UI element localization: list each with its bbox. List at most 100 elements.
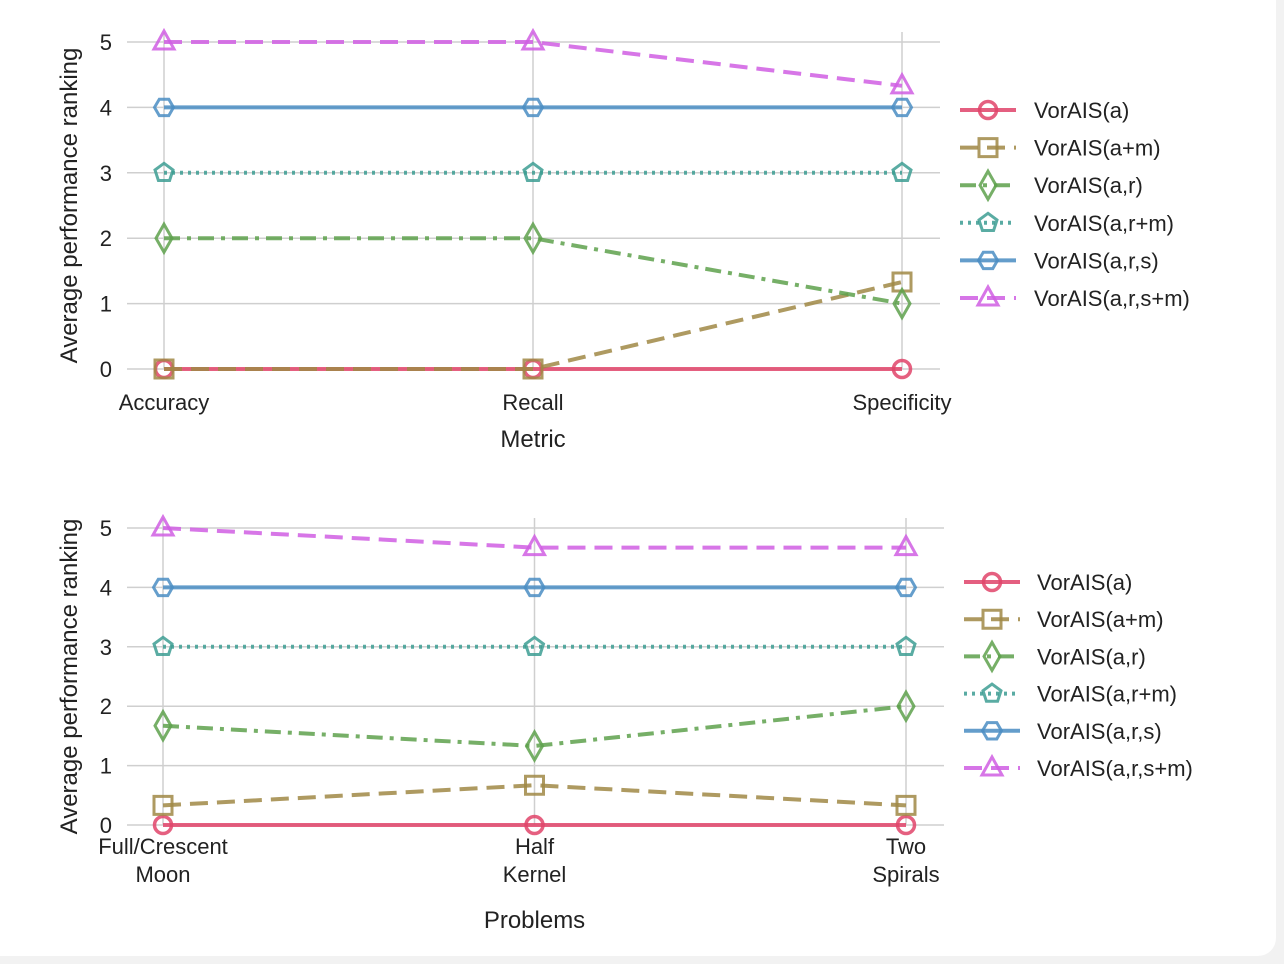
- data-point-marker: [521, 533, 548, 557]
- y-tick-label: 4: [100, 95, 112, 120]
- legend-label: VorAIS(a): [1034, 98, 1129, 123]
- series-line: [162, 783, 907, 808]
- legend-label: VorAIS(a,r): [1037, 644, 1146, 669]
- y-tick-label: 1: [100, 754, 112, 779]
- data-point-marker: [523, 635, 546, 656]
- legend-label: VorAIS(a+m): [1034, 136, 1161, 161]
- series-line: [162, 526, 906, 550]
- series-vorais-a-m: [152, 774, 917, 816]
- legend-label: VorAIS(a,r,s): [1037, 719, 1162, 744]
- legend-marker-vorais-a: [977, 99, 999, 121]
- y-tick-label: 2: [100, 226, 112, 251]
- legend: VorAIS(a) VorAIS(a+m) VorAIS(a,r) VorAIS(a,…: [964, 570, 1193, 781]
- series-vorais-a-r-m: [152, 635, 917, 656]
- series-vorais-a-r-s-m: [150, 513, 919, 557]
- data-point-marker: [524, 814, 545, 836]
- data-point-marker: [522, 161, 544, 182]
- series-vorais-a-r-s: [151, 577, 918, 598]
- series-vorais-a-m: [153, 271, 913, 380]
- data-point-marker: [152, 814, 174, 836]
- series-line: [164, 280, 903, 371]
- data-point-marker: [889, 71, 915, 95]
- data-point-marker: [154, 221, 174, 256]
- legend-label: VorAIS(a,r+m): [1037, 682, 1177, 707]
- data-point-marker: [524, 774, 545, 796]
- data-point-marker: [891, 358, 913, 380]
- x-tick-label: Half Kernel: [503, 834, 567, 887]
- series-vorais-a-r-s-m: [151, 27, 915, 95]
- legend-label: VorAIS(a,r,s+m): [1034, 286, 1190, 311]
- data-point-marker: [522, 358, 544, 380]
- data-point-marker: [523, 577, 546, 598]
- legend: VorAIS(a) VorAIS(a+m) VorAIS(a,r) VorAIS(a,…: [960, 98, 1190, 311]
- data-point-marker: [892, 286, 912, 321]
- legend-marker-vorais-a-r-m: [977, 211, 999, 232]
- series-vorais-a-r-m: [153, 161, 913, 182]
- y-tick-label: 1: [100, 292, 112, 317]
- data-point-marker: [151, 27, 177, 51]
- data-point-marker: [895, 635, 917, 656]
- series-line: [162, 704, 907, 749]
- data-point-marker: [893, 533, 919, 557]
- x-axis-label: Metric: [500, 426, 565, 453]
- data-point-marker: [520, 27, 546, 51]
- y-tick-label: 3: [100, 161, 112, 186]
- data-point-marker: [895, 794, 917, 816]
- x-tick-label: Recall: [502, 390, 563, 415]
- legend-marker-vorais-a-r-s: [980, 721, 1004, 741]
- data-point-marker: [523, 221, 543, 256]
- y-tick-label: 2: [100, 694, 112, 719]
- y-tick-label: 5: [100, 30, 112, 55]
- legend-marker-vorais-a-r-s-m: [979, 753, 1005, 777]
- x-tick-label: Two Spirals: [872, 834, 939, 887]
- data-point-marker: [894, 577, 918, 598]
- x-tick-label: Accuracy: [119, 390, 209, 415]
- series-line: [164, 40, 903, 88]
- data-point-marker: [153, 161, 175, 182]
- data-point-marker: [150, 513, 176, 537]
- y-tick-label: 0: [100, 813, 112, 838]
- data-point-marker: [891, 161, 913, 182]
- data-point-marker: [524, 728, 545, 764]
- x-tick-label: Full/Crescent Moon: [98, 834, 228, 887]
- legend-label: VorAIS(a,r,s+m): [1037, 756, 1193, 781]
- chart-panel-2: 0 1 2 3 4 5 Full/Crescent Moon Half Kernel Two Spir…: [56, 513, 1193, 934]
- series-vorais-a-r: [153, 689, 916, 764]
- legend-marker-vorais-a-r-s: [976, 250, 1000, 271]
- y-axis-label: Average performance ranking: [56, 519, 83, 835]
- data-point-marker: [896, 689, 916, 724]
- x-tick-label: Specificity: [852, 390, 951, 415]
- y-axis-label: Average performance ranking: [56, 48, 83, 364]
- legend-marker-vorais-a-r: [978, 168, 998, 203]
- data-point-marker: [521, 97, 545, 118]
- x-axis-label: Problems: [484, 907, 585, 934]
- data-point-marker: [151, 577, 175, 598]
- series-vorais-a-r-s: [152, 97, 914, 118]
- legend-marker-vorais-a: [981, 571, 1003, 593]
- series-vorais-a-r: [154, 221, 912, 321]
- y-tick-label: 5: [100, 516, 112, 541]
- data-point-marker: [152, 635, 174, 656]
- legend-marker-vorais-a-m: [981, 608, 1003, 630]
- data-point-marker: [153, 708, 173, 743]
- legend-label: VorAIS(a+m): [1037, 607, 1164, 632]
- y-tick-label: 0: [100, 357, 112, 382]
- data-point-marker: [152, 97, 176, 118]
- data-point-marker: [152, 794, 174, 816]
- data-point-marker: [153, 358, 175, 380]
- legend-label: VorAIS(a): [1037, 570, 1132, 595]
- series-vorais-a: [152, 814, 917, 836]
- legend-marker-vorais-a-m: [977, 137, 999, 159]
- legend-marker-vorais-a-r-m: [981, 682, 1003, 703]
- data-point-marker: [895, 814, 917, 836]
- y-tick-label: 4: [100, 575, 112, 600]
- legend-label: VorAIS(a,r,s): [1034, 248, 1159, 273]
- legend-label: VorAIS(a,r): [1034, 173, 1143, 198]
- legend-marker-vorais-a-r: [982, 639, 1002, 674]
- legend-marker-vorais-a-r-s-m: [975, 283, 1001, 307]
- series-line: [164, 236, 903, 306]
- legend-label: VorAIS(a,r+m): [1034, 211, 1174, 236]
- data-point-marker: [890, 97, 914, 118]
